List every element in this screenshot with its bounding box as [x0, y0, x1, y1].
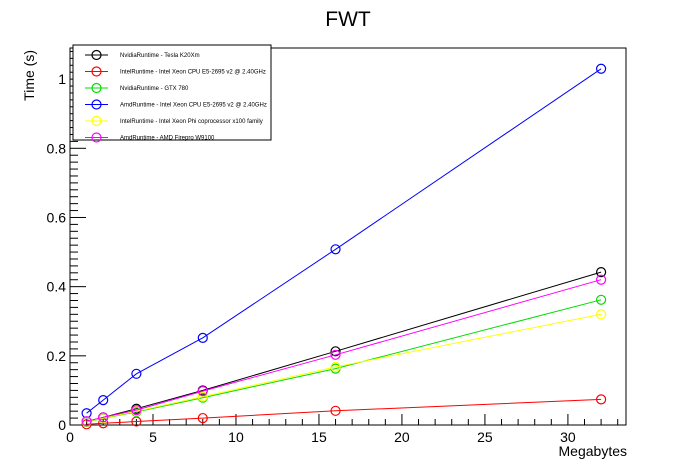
series-5-point: [98, 412, 109, 423]
series-2-point: [596, 294, 607, 305]
legend-entry-label: IntelRuntime - Intel Xeon CPU E5-2695 v2…: [120, 70, 266, 76]
x-tick-label: 30: [560, 429, 576, 445]
legend-swatch-marker: [91, 49, 102, 61]
series-3-point: [596, 63, 607, 74]
legend-swatch-marker: [91, 115, 102, 127]
series-line-4: [86, 313, 602, 422]
series-1-point: [596, 394, 607, 405]
series-3-point: [197, 332, 208, 343]
plot-frame: [69, 47, 627, 426]
x-tick-label: 0: [66, 429, 74, 445]
x-tick-label: 5: [149, 429, 157, 445]
series-5-point: [330, 349, 341, 360]
legend-swatch-marker: [91, 132, 102, 143]
series-line-1: [86, 398, 602, 425]
series-1-point: [330, 405, 341, 416]
series-0-point: [330, 346, 341, 357]
series-5-point: [596, 274, 607, 285]
legend: NvidiaRuntime - Tesla K20Xm IntelRuntime …: [72, 44, 272, 143]
legend-entry-label: IntelRuntime - Intel Xeon Phi coprocesso…: [120, 119, 263, 125]
legend-swatch-marker: [91, 99, 102, 110]
series-3-point: [98, 394, 109, 406]
x-axis-label: Megabytes: [559, 443, 627, 459]
series-4-point: [330, 361, 341, 372]
series-5-point: [81, 416, 92, 427]
y-tick-label: 0: [58, 417, 66, 433]
series-3-point: [131, 368, 142, 379]
series-1-point: [197, 412, 208, 424]
legend-entry-label: NvidiaRuntime - Tesla K20Xm: [120, 53, 200, 59]
x-tick-label: 20: [394, 429, 410, 445]
series-3-point: [330, 244, 341, 255]
series-line-2: [86, 299, 602, 423]
y-tick-label: 0.8: [47, 140, 67, 156]
series-line-0: [86, 271, 602, 422]
y-tick-label: 0.6: [47, 209, 67, 225]
series-line-3: [86, 68, 602, 414]
series-5-point: [197, 386, 208, 397]
chart-title: FWT: [325, 8, 371, 31]
legend-swatch-marker: [91, 66, 102, 77]
series-1-point: [81, 419, 92, 430]
legend-box: [72, 44, 272, 141]
series-1-point: [131, 416, 142, 427]
legend-entry-label: AmdRuntime - Intel Xeon CPU E5-2695 v2 @…: [120, 103, 267, 109]
series-line-5: [86, 279, 602, 422]
series-4-point: [197, 391, 208, 402]
series-0-point: [596, 267, 607, 278]
y-tick-label: 1: [58, 71, 66, 87]
x-tick-label: 10: [228, 429, 244, 445]
legend-entry-label: AmdRuntime - AMD Firepro W9100: [120, 136, 215, 142]
y-tick-label: 0.4: [47, 279, 67, 295]
x-tick-label: 15: [311, 429, 327, 445]
legend-entry-label: NvidiaRuntime - GTX 780: [120, 86, 189, 92]
legend-swatch-marker: [91, 82, 102, 94]
y-tick-label: 0.2: [47, 348, 67, 364]
series-5-point: [131, 405, 142, 416]
series-4-point: [596, 309, 607, 320]
series-3-point: [81, 408, 92, 419]
plot-area: 0 5 10 15 20 25 30 0 0.2 0.4 0.6 0.8 1: [47, 47, 627, 445]
y-axis-label: Time (s): [21, 50, 37, 101]
x-tick-label: 25: [477, 429, 493, 445]
